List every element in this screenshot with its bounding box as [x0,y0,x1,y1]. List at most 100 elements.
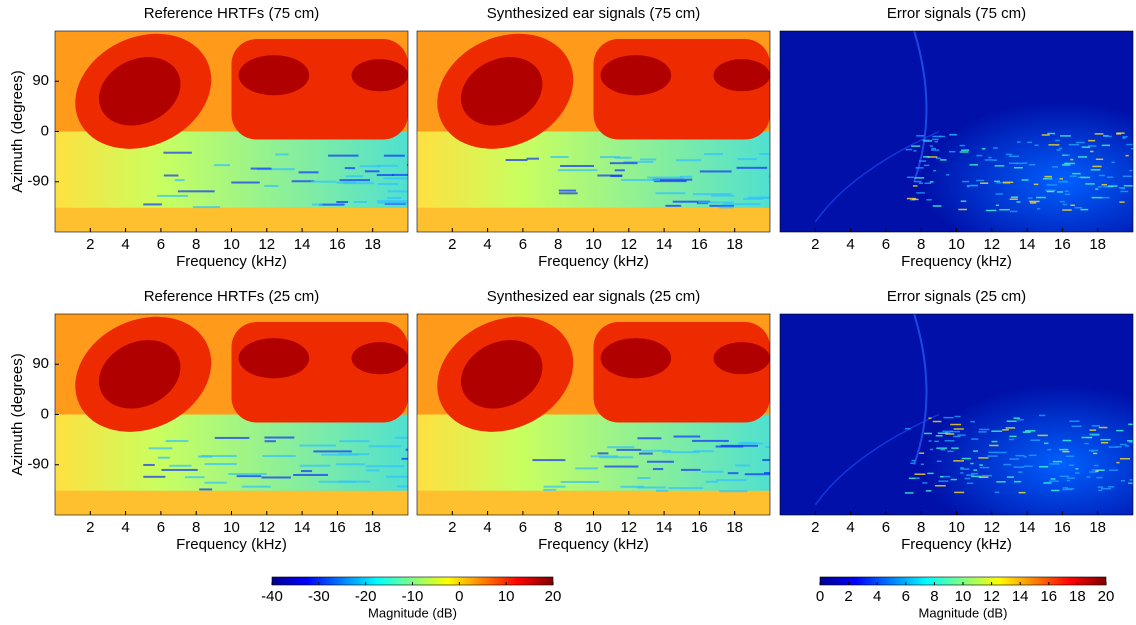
heatmap-texture [1062,439,1072,442]
heatmap-texture [1097,486,1104,488]
heatmap-texture [970,472,979,475]
heatmap-texture [365,465,404,468]
heatmap-texture [1013,167,1023,169]
heatmap-texture [1028,454,1037,457]
heatmap-texture [1047,448,1052,451]
heatmap-texture [938,480,949,482]
heatmap-texture [621,179,660,182]
heatmap-texture [1037,434,1048,437]
heatmap-texture [636,486,666,489]
heatmap-texture [1107,185,1118,187]
heatmap-texture [979,466,990,469]
colorbar-tick-label: 18 [1069,588,1086,605]
heatmap-texture [1125,154,1129,157]
heatmap-texture [940,476,944,478]
heatmap-texture [1070,158,1074,161]
heatmap-texture [780,314,1133,515]
heatmap-texture [1062,450,1070,453]
heatmap-texture [401,457,408,460]
x-tick-label: 2 [448,236,456,253]
heatmap-texture [351,342,408,375]
heatmap-texture [913,150,917,152]
heatmap-texture [1087,145,1097,147]
heatmap-texture [996,182,1002,184]
x-tick-label: 18 [1089,236,1106,253]
heatmap-texture [988,451,998,454]
x-tick-label: 16 [691,519,708,536]
heatmap-texture [505,159,528,162]
heatmap-texture [1096,476,1103,479]
heatmap-texture [637,437,662,440]
heatmap-texture [780,31,1133,232]
heatmap-texture [711,194,735,197]
heatmap-texture [653,180,687,183]
heatmap-texture [590,455,618,458]
x-tick-label: 4 [121,519,129,536]
heatmap-texture [652,468,664,471]
heatmap-texture [934,440,939,443]
heatmap-texture [1027,141,1033,144]
heatmap-texture [957,434,966,436]
heatmap-texture [991,430,1003,432]
x-tick-label: 16 [329,519,346,536]
heatmap-texture [905,148,913,151]
heatmap-texture [604,465,639,468]
heatmap-texture [949,134,957,136]
x-tick-label: 6 [882,236,890,253]
heatmap-texture [359,165,381,168]
x-tick-label: 2 [811,519,819,536]
colorbar-tick-label: 14 [1012,588,1029,605]
heatmap-texture [387,190,408,193]
heatmap-texture [1095,158,1104,161]
heatmap-texture [311,180,337,183]
heatmap-texture [1022,431,1031,433]
heatmap-texture [600,55,672,96]
heatmap-texture [231,181,260,184]
heatmap-texture [911,459,916,462]
heatmap-texture [1005,153,1013,156]
heatmap-texture [163,151,192,154]
heatmap-texture [1059,178,1063,180]
heatmap-texture [922,139,930,142]
heatmap-texture [339,480,371,483]
heatmap-texture [1116,429,1124,432]
heatmap-texture [378,183,399,186]
panel-title: Reference HRTFs (25 cm) [144,288,320,305]
x-tick-label: 8 [192,519,200,536]
heatmap-texture [1080,208,1089,211]
heatmap-texture [1051,166,1059,168]
heatmap-texture [966,185,970,188]
heatmap-texture [647,176,684,179]
x-tick-label: 6 [157,236,165,253]
heatmap-texture [924,432,933,435]
heatmap-texture [932,205,942,207]
heatmap-texture [1062,203,1068,206]
heatmap-texture [1018,471,1023,473]
heatmap-texture [985,209,997,212]
heatmap-texture [1029,200,1040,203]
y-tick-label: 0 [41,122,49,139]
heatmap-texture [1048,480,1059,482]
heatmap-texture [275,153,289,156]
colorbar-tick-label: -20 [355,588,377,605]
heatmap-texture [943,416,954,419]
heatmap-texture [743,197,764,200]
colorbar-tick-label: 10 [498,588,515,605]
heatmap-texture [719,206,734,209]
heatmap-texture [929,145,934,147]
heatmap-texture [620,485,644,488]
heatmap-texture [1129,479,1133,481]
x-tick-label: 2 [86,519,94,536]
heatmap-texture [916,192,925,194]
heatmap-texture [1098,426,1108,429]
heatmap-texture [161,468,198,471]
heatmap-texture [148,447,173,450]
heatmap-texture [1050,478,1056,480]
heatmap-texture [1116,133,1122,135]
x-tick-label: 6 [157,519,165,536]
heatmap-texture [543,485,566,488]
heatmap-texture [1093,464,1099,467]
y-tick-label: 90 [32,72,49,89]
heatmap-texture [930,448,934,451]
heatmap-texture [1122,136,1128,138]
